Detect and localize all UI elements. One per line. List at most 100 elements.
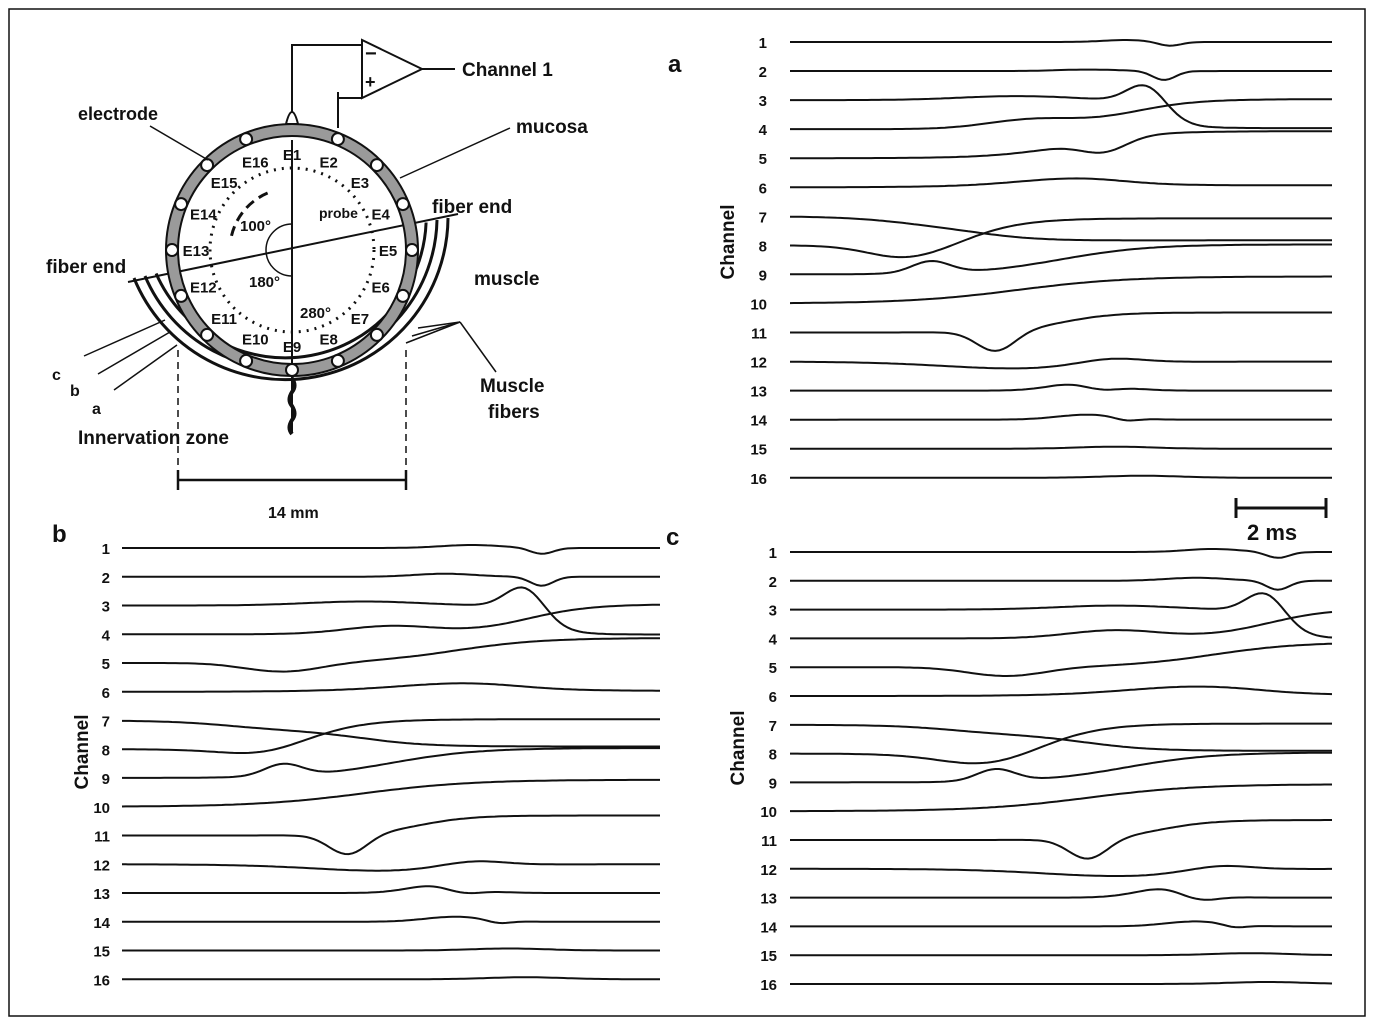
channel-trace	[790, 576, 1332, 591]
innervation-zone-marks	[287, 376, 297, 436]
channel-trace	[790, 952, 1333, 957]
innervation-zone-label: Innervation zone	[78, 428, 229, 449]
probe-label: probe	[319, 205, 358, 221]
angle-100-label: 100°	[240, 218, 271, 235]
channel-label: 16	[760, 977, 777, 994]
channel-label: 4	[769, 631, 778, 648]
channel-label: 4	[102, 627, 111, 644]
channel-trace	[122, 947, 660, 952]
channel-trace	[122, 637, 660, 673]
channel-label: 5	[102, 656, 110, 673]
channel-trace	[790, 783, 1332, 813]
muscle-label: muscle	[474, 269, 539, 290]
channel-trace	[790, 357, 1332, 370]
wire-e2-c	[337, 97, 362, 128]
fiber-c-pointer	[83, 319, 166, 357]
fiber-b-pointer	[97, 331, 171, 375]
electrode-e15-dot	[200, 158, 215, 173]
mucosa-label: mucosa	[516, 117, 588, 138]
channel-label: 7	[769, 718, 777, 735]
channel-trace	[790, 217, 1332, 259]
channel-label: 9	[769, 775, 777, 792]
electrode-e4-label: E4	[372, 206, 391, 223]
channel-label: 8	[769, 747, 777, 764]
channel-label: 5	[769, 660, 777, 677]
fiber-a-pointer	[113, 344, 178, 391]
channel-label: 16	[93, 972, 110, 989]
channel-label: 6	[769, 689, 777, 706]
channel-trace	[122, 544, 660, 555]
electrode-e12-label: E12	[190, 280, 217, 297]
channel-label: 6	[759, 180, 767, 197]
channel-label: 9	[102, 771, 110, 788]
electrode-e4-dot	[395, 197, 410, 212]
panel-a-traces	[789, 39, 1332, 479]
amplifier-minus: −	[365, 43, 377, 65]
channel-trace	[790, 177, 1332, 189]
channel-label: 6	[102, 685, 110, 702]
channel-trace	[790, 611, 1333, 640]
channel-label: 12	[750, 355, 767, 372]
channel-label: 1	[769, 545, 777, 562]
muscle-fibers-pointer-4	[459, 321, 497, 373]
figure-border	[8, 8, 1366, 1017]
electrode-e9-dot	[285, 363, 299, 377]
channel-label: 12	[93, 857, 110, 874]
channel-label: 9	[759, 267, 767, 284]
electrode-e7-dot	[369, 327, 384, 342]
electrode-e15-label: E15	[211, 175, 238, 192]
scale-14mm-label: 14 mm	[268, 505, 319, 522]
channel-label: 4	[759, 122, 768, 139]
electrode-diagram: − + Channel 1 E1 E2E3E4E5E6E7E8E9E10E11E1…	[46, 38, 588, 522]
muscle-fibers-pointer-3	[405, 321, 461, 344]
channel-trace	[121, 778, 660, 808]
channel-label: 3	[759, 93, 767, 110]
channel-trace	[790, 68, 1332, 81]
muscle-fibers-label-1: Muscle	[480, 376, 544, 397]
channel-trace	[790, 751, 1332, 784]
time-scale-label: 2 ms	[1247, 520, 1297, 545]
electrode-e7-label: E7	[351, 311, 369, 328]
channel-label: 10	[760, 804, 777, 821]
electrode-e10-dot	[239, 353, 254, 368]
channel-label: 8	[102, 742, 110, 759]
channel-trace	[790, 130, 1332, 160]
channel-trace	[790, 592, 1333, 639]
fiber-a-label: a	[92, 401, 101, 418]
channel-label: 8	[759, 238, 767, 255]
panel-b-ylabel: Channel	[72, 715, 93, 790]
electrode-e11-label: E11	[211, 311, 237, 328]
channel-trace	[122, 718, 660, 754]
mucosa-pointer	[399, 127, 511, 179]
channel-1-label: Channel 1	[462, 60, 553, 81]
channel-label: 5	[759, 151, 767, 168]
electrode-e6-dot	[395, 288, 410, 303]
channel-trace	[790, 723, 1332, 752]
electrode-group	[165, 132, 419, 377]
electrode-e14-label: E14	[190, 206, 217, 223]
channel-label: 14	[93, 915, 110, 932]
electrode-e5-label: E5	[379, 243, 397, 260]
channel-trace	[790, 920, 1332, 929]
channel-label: 1	[102, 541, 110, 558]
channel-label: 11	[761, 833, 777, 850]
electrode-e12-dot	[174, 288, 189, 303]
channel-label: 13	[760, 891, 777, 908]
channel-label: 10	[750, 296, 767, 313]
channel-trace	[122, 682, 660, 693]
channel-label: 15	[760, 948, 777, 965]
channel-label: 14	[760, 919, 777, 936]
channel-trace	[122, 586, 660, 636]
electrode-e2-label: E2	[320, 154, 338, 171]
channel-label: 3	[769, 603, 777, 620]
electrode-e14-dot	[174, 197, 189, 212]
electrode-e6-label: E6	[372, 280, 390, 297]
panel-c-ylabel: Channel	[728, 711, 749, 786]
electrode-e13-label: E13	[183, 243, 210, 260]
panel-a-ylabel: Channel	[718, 205, 739, 280]
